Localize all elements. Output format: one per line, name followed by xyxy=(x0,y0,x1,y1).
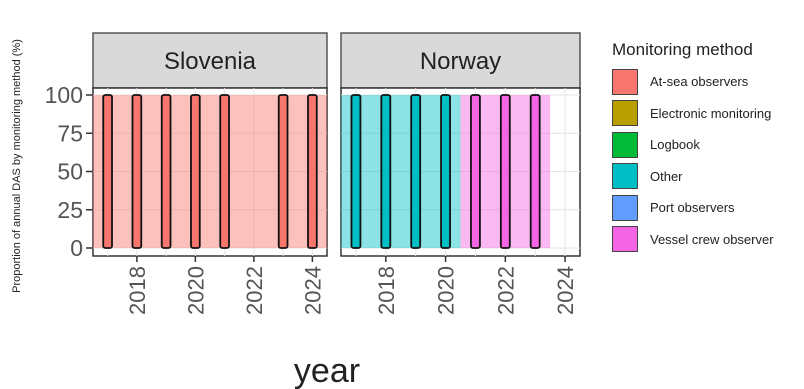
y-axis-label: Proportion of annual DAS by monitoring m… xyxy=(11,39,23,293)
legend-item: Other xyxy=(612,161,802,193)
bar xyxy=(350,94,362,249)
facet-panels: Slovenia 2018 2020 2022 2024 Norway 2018 2020 20… xyxy=(92,32,581,315)
legend-items: At-sea observers Electronic monitoring Log… xyxy=(612,66,802,255)
legend-label: Other xyxy=(650,168,683,184)
facet-panel: Norway 2018 2020 2022 2024 xyxy=(340,32,581,315)
legend: Monitoring method At-sea observers Electr… xyxy=(612,40,802,255)
legend-key xyxy=(612,100,638,127)
bar xyxy=(307,94,318,249)
y-tick-label: 75 xyxy=(57,120,83,146)
legend-key xyxy=(612,131,638,158)
facet-title: Slovenia xyxy=(164,48,257,75)
legend-key xyxy=(612,226,638,253)
y-tick-label: 25 xyxy=(57,197,83,223)
legend-label: At-sea observers xyxy=(650,74,749,90)
bar xyxy=(380,94,392,249)
legend-label: Vessel crew observer xyxy=(650,231,774,247)
legend-title: Monitoring method xyxy=(612,40,753,59)
bar xyxy=(277,94,289,249)
legend-key xyxy=(612,68,638,95)
legend-label: Port observers xyxy=(650,200,735,216)
bar xyxy=(131,94,143,249)
legend-key xyxy=(612,163,638,190)
legend-item: Electronic monitoring xyxy=(612,98,802,130)
legend-key xyxy=(612,194,638,221)
x-tick-label: 2024 xyxy=(553,266,578,315)
legend-item: Logbook xyxy=(612,129,802,161)
bar xyxy=(102,94,113,249)
x-tick-label: 2022 xyxy=(242,266,267,315)
legend-item: Vessel crew observer xyxy=(612,224,802,256)
x-tick-label: 2020 xyxy=(183,266,208,315)
legend-item: Port observers xyxy=(612,192,802,224)
facet-title: Norway xyxy=(420,48,501,75)
legend-item: At-sea observers xyxy=(612,66,802,98)
x-tick-label: 2024 xyxy=(300,266,325,315)
legend-label: Electronic monitoring xyxy=(650,105,772,121)
y-tick-label: 50 xyxy=(57,159,83,185)
x-tick-label: 2018 xyxy=(374,266,399,315)
bar xyxy=(219,94,230,249)
bar xyxy=(160,94,172,249)
y-tick-label: 0 xyxy=(70,235,83,261)
bar xyxy=(529,94,541,249)
y-axis: 0 25 50 75 100 xyxy=(45,82,93,261)
bar xyxy=(499,94,511,249)
x-tick-label: 2018 xyxy=(125,266,150,315)
legend-label: Logbook xyxy=(650,137,700,153)
bar xyxy=(190,94,201,249)
bar xyxy=(410,94,422,249)
bar xyxy=(440,94,451,249)
facet-strip xyxy=(92,32,328,89)
facet-panel: Slovenia 2018 2020 2022 2024 xyxy=(92,32,328,315)
method-band xyxy=(93,95,327,248)
bar xyxy=(470,94,481,249)
x-tick-label: 2022 xyxy=(493,266,518,315)
y-tick-label: 100 xyxy=(45,82,83,108)
x-axis-label: year xyxy=(294,352,360,389)
facet-strip xyxy=(340,32,581,89)
x-tick-label: 2020 xyxy=(434,266,459,315)
